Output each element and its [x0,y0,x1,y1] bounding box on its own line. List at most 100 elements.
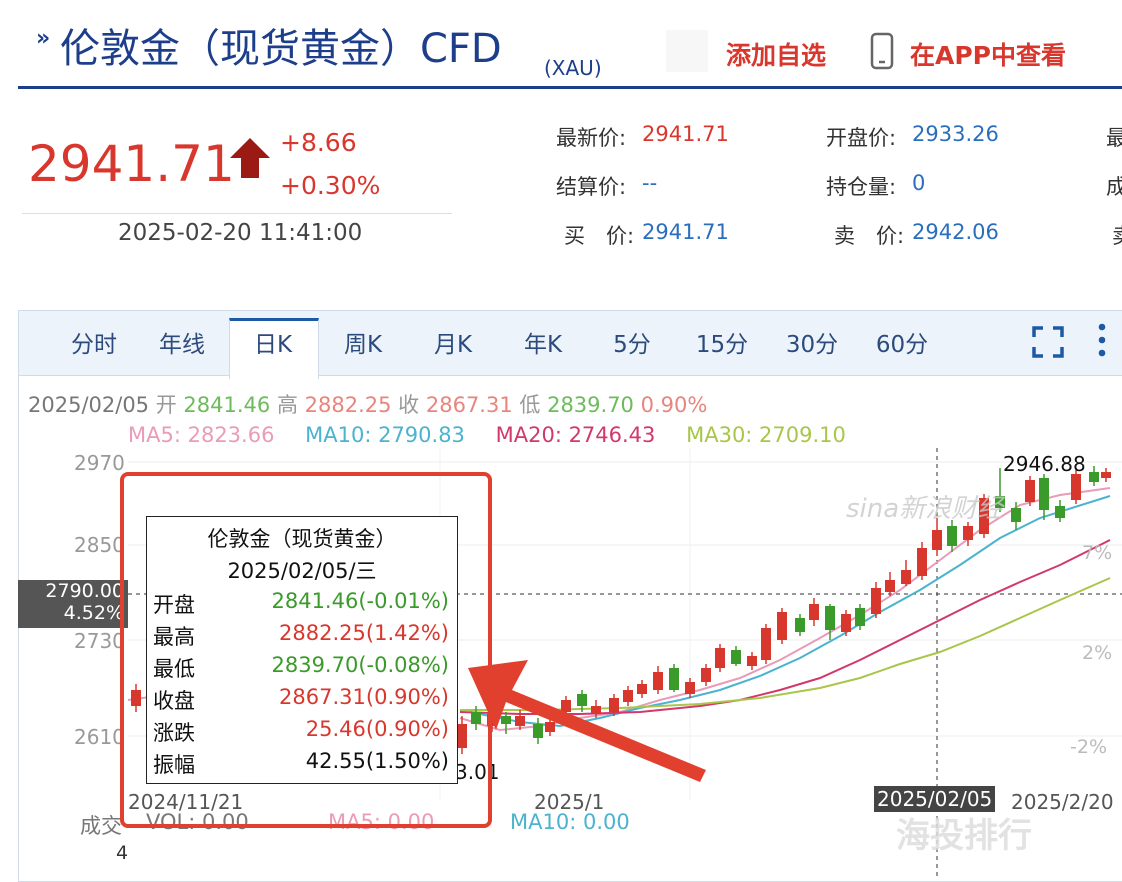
candle-body [1101,472,1111,478]
low-price-label: 3.01 [455,760,500,784]
candle-body [1089,472,1099,482]
candle-body [841,614,851,632]
info-high: 2882.25 [304,393,392,417]
candle-body [1071,474,1081,500]
candle-body [1039,478,1049,510]
tab-monthly-k[interactable]: 月K [433,332,473,358]
volume-ma10: MA10: 0.00 [510,810,630,834]
y-tick-label: 2610 [74,725,125,749]
right-pct-label: -2% [1070,736,1107,758]
price-divider [22,213,452,214]
quote-col3-row3: 卖 [1112,220,1122,250]
crosshair-percent: 4.52% [63,602,124,624]
x-axis-label: 2024/11/21 [128,790,244,814]
candle-body [501,716,511,724]
candle-body [1025,480,1035,502]
y-tick-label: 2850 [74,533,125,557]
candle-body [809,604,819,620]
volume-label: 成交 [80,814,122,838]
candle-body [701,668,711,682]
candle-body [515,716,525,726]
tooltip-row-value: 25.46(0.90%) [305,717,449,741]
quote-col3-row2: 成 [1106,175,1122,199]
candle-body [855,608,865,626]
tooltip-row-value: 2867.31(0.90%) [279,685,449,709]
volume-value: VOL: 0.00 [146,810,249,834]
tooltip-row-value: 2839.70(-0.08%) [271,653,449,677]
candle-body [685,682,695,694]
view-in-app-link[interactable]: 在APP中查看 [910,41,1066,70]
candle-body [995,496,1005,508]
ma-legend: MA5: 2823.66 MA10: 2790.83 MA20: 2746.43… [128,423,846,447]
info-low-label: 低 [519,393,541,417]
candle-body [533,724,543,738]
settle-price-label: 结算价: [556,175,627,199]
header-divider [18,86,1122,89]
x-axis-label: 2025/1 [534,790,605,814]
ask-price-value: 2942.06 [912,220,999,244]
x-axis-label: 2025/2/20 [1011,790,1114,814]
app-watermark: 海投排行 [896,816,1032,856]
crosshair-price-label: 2790.00 4.52% [18,580,128,628]
tooltip-row-label: 振幅 [153,753,195,777]
tab-intraday[interactable]: 分时 [71,332,117,358]
candle-body [561,700,571,712]
ma30-legend: MA30: 2709.10 [686,423,846,447]
tab-active-indicator [229,318,319,379]
candle-body [131,690,141,706]
bid-price-value: 2941.71 [642,220,729,244]
ma10-legend: MA10: 2790.83 [305,423,465,447]
candle-body [901,570,911,584]
volume-axis-value: 4 [116,842,129,864]
tab-60min[interactable]: 60分 [875,332,929,358]
candle-body [979,498,989,534]
tab-yearline[interactable]: 年线 [159,332,205,358]
candle-body [1011,508,1021,522]
more-vertical-icon[interactable] [1096,322,1108,358]
ma5-legend: MA5: 2823.66 [128,423,275,447]
candle-body [591,706,601,714]
add-watchlist-link[interactable]: 添加自选 [726,41,827,70]
y-tick-label: 2730 [74,629,125,653]
candle-body [577,694,587,706]
settle-price-value: -- [642,171,658,195]
price-change-percent: +0.30% [280,171,381,200]
candle-body [471,712,481,724]
tooltip-row-label: 最高 [153,625,195,649]
candle-body [637,684,647,694]
ohlc-tooltip: 伦敦金（现货黄金） 2025/02/05/三 开盘 2841.46(-0.01%)… [146,516,458,784]
open-price-label: 开盘价: [826,126,897,150]
info-close: 2867.31 [425,393,513,417]
crosshair-price: 2790.00 [45,580,124,602]
latest-price-label: 最新价: [556,126,627,150]
period-tab-bar [19,311,1122,376]
right-pct-label: 7% [1082,542,1113,564]
tab-weekly-k[interactable]: 周K [343,332,383,358]
fullscreen-icon[interactable] [1032,326,1064,358]
candle-body [885,580,895,592]
open-interest-label: 持仓量: [826,175,897,199]
placeholder-box [666,30,708,72]
candle-body [963,526,973,540]
tab-daily-k[interactable]: 日K [253,332,293,358]
page-title-symbol: (XAU) [544,56,602,80]
latest-price-value: 2941.71 [642,122,729,146]
price-change: +8.66 [280,128,357,157]
right-pct-label: 2% [1082,642,1113,664]
tab-5min[interactable]: 5分 [613,332,651,358]
candle-body [731,650,741,664]
info-pct: 0.90% [640,393,708,417]
last-price: 2941.71 [28,135,235,193]
info-open: 2841.46 [183,393,271,417]
candle-body [623,690,633,702]
candle-body [825,606,835,630]
up-arrow-icon [230,138,270,178]
candle-body [669,668,679,690]
tab-15min[interactable]: 15分 [695,332,749,358]
tooltip-row-label: 涨跌 [153,721,195,745]
crosshair-date-label: 2025/02/05 [874,786,996,812]
candle-body [932,530,942,550]
tooltip-title: 伦敦金（现货黄金） [207,527,397,551]
tab-yearly-k[interactable]: 年K [523,332,563,358]
tab-30min[interactable]: 30分 [785,332,839,358]
